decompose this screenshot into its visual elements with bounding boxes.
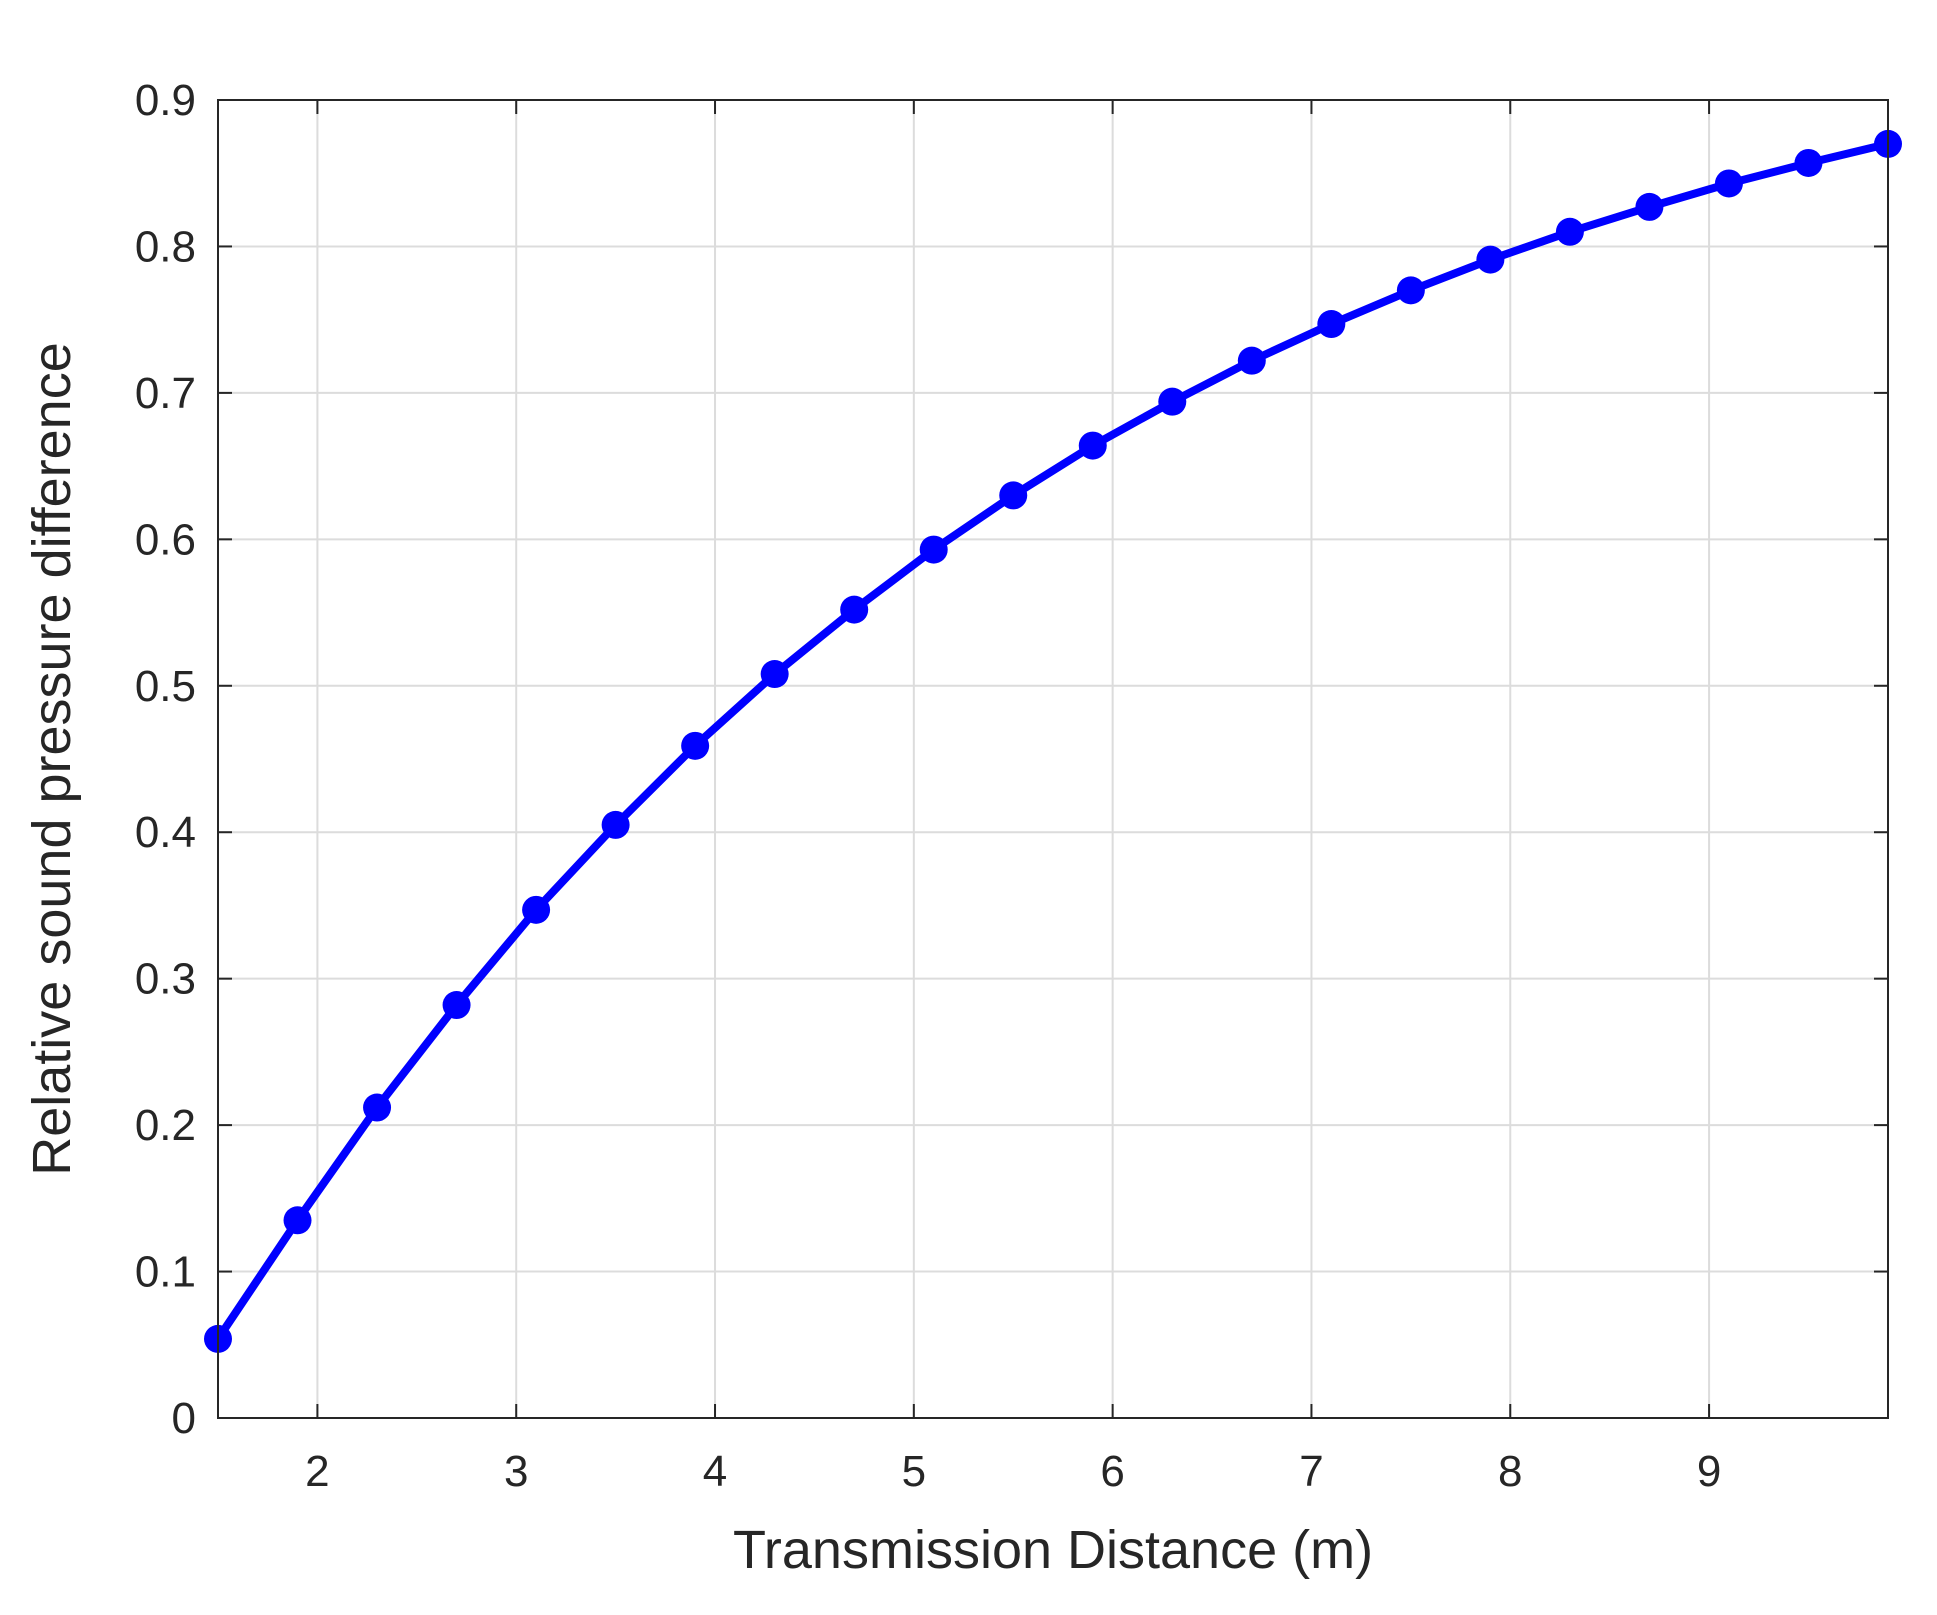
data-point: [1794, 148, 1823, 177]
y-tick-label: 0.8: [135, 222, 196, 271]
data-point: [442, 991, 471, 1020]
data-point: [760, 660, 789, 689]
y-tick-label: 0: [172, 1394, 196, 1443]
y-tick-label: 0.5: [135, 662, 196, 711]
data-point: [363, 1093, 392, 1122]
y-axis-title: Relative sound pressure difference: [22, 342, 82, 1176]
data-point: [1396, 276, 1425, 305]
x-tick-label: 5: [902, 1447, 926, 1496]
x-tick-label: 9: [1697, 1447, 1721, 1496]
x-axis-title: Transmission Distance (m): [733, 1520, 1373, 1580]
y-tick-label: 0.2: [135, 1101, 196, 1150]
data-point: [1158, 387, 1187, 416]
y-tick-label: 0.9: [135, 76, 196, 125]
data-point: [840, 595, 869, 624]
data-point: [681, 731, 710, 760]
data-point: [1714, 169, 1743, 198]
data-point: [1476, 245, 1505, 274]
x-tick-label: 4: [703, 1447, 727, 1496]
y-tick-label: 0.6: [135, 515, 196, 564]
data-point: [1635, 192, 1664, 221]
data-point: [1555, 217, 1584, 246]
data-point: [1317, 310, 1346, 339]
y-tick-label: 0.1: [135, 1248, 196, 1297]
tick-labels: 2 3 4 5 6 7 8 9 0 0.1 0.2 0.3 0.4 0.5 0.6 0.7 0.8 0.9: [135, 76, 1721, 1496]
y-tick-label: 0.7: [135, 369, 196, 418]
y-tick-label: 0.4: [135, 808, 196, 857]
y-tick-label: 0.3: [135, 955, 196, 1004]
data-point: [999, 481, 1028, 510]
data-point: [522, 895, 551, 924]
x-tick-label: 8: [1498, 1447, 1522, 1496]
data-point: [1237, 346, 1266, 375]
data-point: [601, 810, 630, 839]
x-tick-label: 3: [504, 1447, 528, 1496]
x-tick-label: 2: [305, 1447, 329, 1496]
x-tick-label: 7: [1299, 1447, 1323, 1496]
data-point: [283, 1206, 312, 1235]
data-series: [204, 129, 1902, 1353]
plot-frame: [217, 99, 1889, 1419]
data-point: [1078, 431, 1107, 460]
axis-ticks: [218, 99, 1888, 1419]
x-tick-label: 6: [1100, 1447, 1124, 1496]
series-line: [214, 140, 1889, 1342]
data-point: [919, 535, 948, 564]
